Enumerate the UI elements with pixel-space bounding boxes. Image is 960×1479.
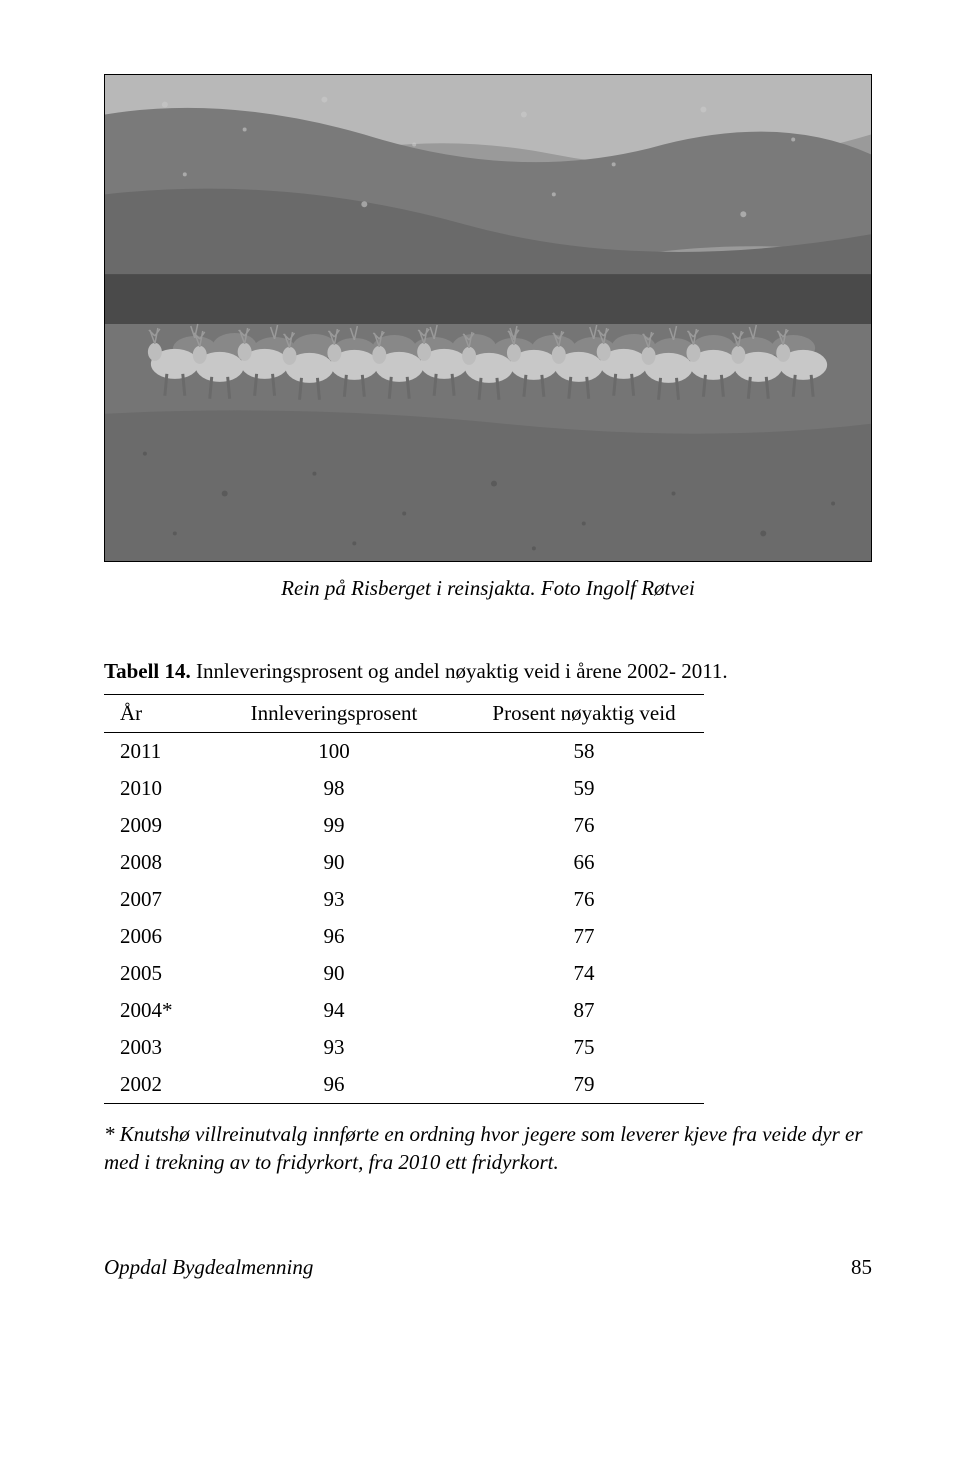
- table-cell: 93: [204, 1029, 464, 1066]
- table-cell: 98: [204, 770, 464, 807]
- table-cell: 2006: [104, 918, 204, 955]
- reindeer-photo: [105, 75, 871, 561]
- table-cell: 90: [204, 955, 464, 992]
- table-title: Tabell 14. Innleveringsprosent og andel …: [104, 659, 872, 684]
- table-cell: 79: [464, 1066, 704, 1104]
- footer-publication: Oppdal Bygdealmenning: [104, 1255, 313, 1280]
- col-header-prosent: Prosent nøyaktig veid: [464, 695, 704, 733]
- table-row: 20099976: [104, 807, 704, 844]
- table-row: 20079376: [104, 881, 704, 918]
- table-title-desc: Innleveringsprosent og andel nøyaktig ve…: [191, 659, 728, 683]
- table-cell: 87: [464, 992, 704, 1029]
- table-cell: 2009: [104, 807, 204, 844]
- table-title-label: Tabell 14.: [104, 659, 191, 683]
- table-row: 20059074: [104, 955, 704, 992]
- table-cell: 66: [464, 844, 704, 881]
- table-cell: 2010: [104, 770, 204, 807]
- col-header-innlev: Innleveringsprosent: [204, 695, 464, 733]
- table-cell: 74: [464, 955, 704, 992]
- table-cell: 100: [204, 733, 464, 771]
- table-cell: 2002: [104, 1066, 204, 1104]
- table-cell: 96: [204, 918, 464, 955]
- col-header-year: År: [104, 695, 204, 733]
- table-cell: 2008: [104, 844, 204, 881]
- table-cell: 59: [464, 770, 704, 807]
- table-row: 2004*9487: [104, 992, 704, 1029]
- table-row: 20039375: [104, 1029, 704, 1066]
- table-row: 20029679: [104, 1066, 704, 1104]
- table-cell: 94: [204, 992, 464, 1029]
- table-row: 20069677: [104, 918, 704, 955]
- table-row: 201110058: [104, 733, 704, 771]
- table-cell: 76: [464, 807, 704, 844]
- table-cell: 99: [204, 807, 464, 844]
- table-cell: 2005: [104, 955, 204, 992]
- photo-frame: [104, 74, 872, 562]
- footer-page-number: 85: [851, 1255, 872, 1280]
- table-cell: 90: [204, 844, 464, 881]
- table-cell: 75: [464, 1029, 704, 1066]
- table-cell: 77: [464, 918, 704, 955]
- table-cell: 76: [464, 881, 704, 918]
- photo-caption: Rein på Risberget i reinsjakta. Foto Ing…: [104, 576, 872, 601]
- table-cell: 58: [464, 733, 704, 771]
- table-cell: 2004*: [104, 992, 204, 1029]
- table-row: 20109859: [104, 770, 704, 807]
- table-cell: 93: [204, 881, 464, 918]
- table-header-row: År Innleveringsprosent Prosent nøyaktig …: [104, 695, 704, 733]
- table-cell: 2007: [104, 881, 204, 918]
- data-table: År Innleveringsprosent Prosent nøyaktig …: [104, 694, 704, 1104]
- table-footnote: * Knutshø villreinutvalg innførte en ord…: [104, 1120, 864, 1177]
- table-cell: 2011: [104, 733, 204, 771]
- table-row: 20089066: [104, 844, 704, 881]
- table-cell: 96: [204, 1066, 464, 1104]
- table-cell: 2003: [104, 1029, 204, 1066]
- page-footer: Oppdal Bygdealmenning 85: [104, 1247, 872, 1280]
